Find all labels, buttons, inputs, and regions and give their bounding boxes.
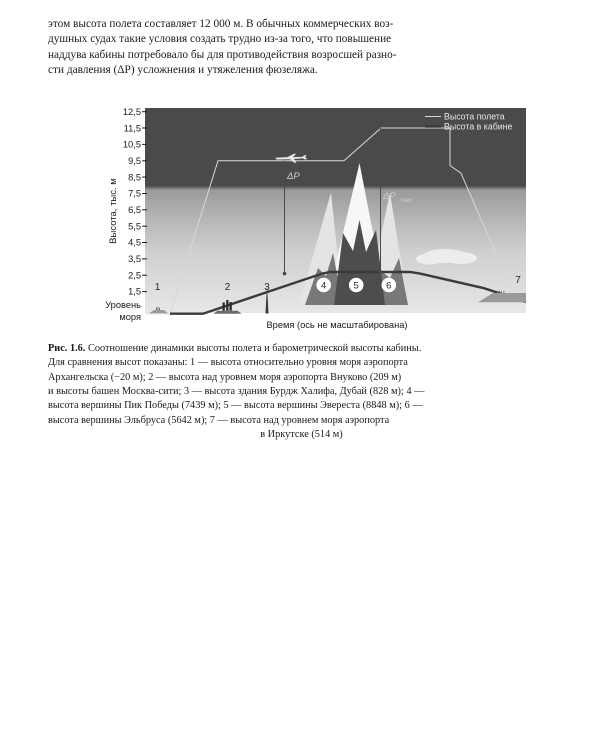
svg-text:ΔP: ΔP — [382, 191, 396, 202]
svg-text:Время (ось не масштабирована): Время (ось не масштабирована) — [266, 320, 407, 330]
svg-text:12,5: 12,5 — [123, 107, 141, 117]
svg-text:5: 5 — [354, 280, 359, 291]
svg-text:10,5: 10,5 — [123, 140, 141, 150]
svg-text:Высота, тыс. м: Высота, тыс. м — [108, 178, 119, 244]
svg-text:9,5: 9,5 — [128, 156, 141, 166]
svg-text:Высота в кабине: Высота в кабине — [444, 121, 513, 131]
svg-text:max: max — [401, 198, 413, 204]
svg-text:7: 7 — [515, 275, 521, 286]
svg-text:6: 6 — [386, 280, 391, 291]
svg-text:ΔP: ΔP — [286, 171, 300, 182]
svg-text:4,5: 4,5 — [128, 238, 141, 248]
svg-text:2,5: 2,5 — [128, 271, 141, 281]
svg-text:моря: моря — [119, 312, 141, 322]
svg-text:5,5: 5,5 — [128, 222, 141, 232]
svg-text:Уровень: Уровень — [105, 300, 141, 310]
svg-text:3,5: 3,5 — [128, 254, 141, 264]
svg-text:11,5: 11,5 — [124, 123, 141, 133]
svg-text:2: 2 — [225, 282, 231, 293]
svg-text:6,5: 6,5 — [128, 205, 141, 215]
svg-text:1: 1 — [155, 282, 161, 293]
svg-text:1,5: 1,5 — [128, 287, 141, 297]
svg-text:8,5: 8,5 — [128, 173, 141, 183]
svg-text:Высота полета: Высота полета — [444, 111, 505, 121]
svg-text:7,5: 7,5 — [128, 189, 141, 199]
svg-text:4: 4 — [321, 280, 326, 291]
